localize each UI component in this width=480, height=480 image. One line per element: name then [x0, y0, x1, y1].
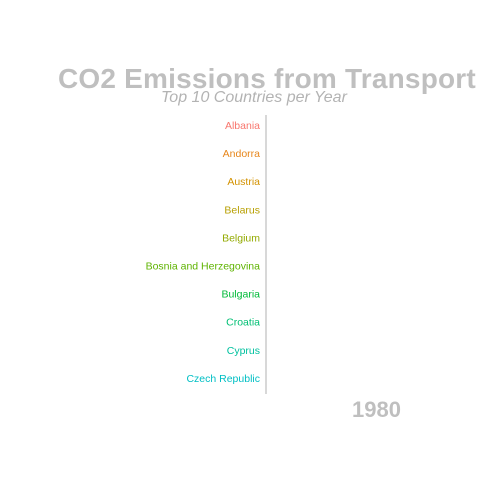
year-label: 1980 [352, 397, 401, 422]
category-label: Bosnia and Herzegovina [146, 261, 261, 273]
category-label: Croatia [226, 317, 260, 329]
category-label: Czech Republic [186, 373, 260, 385]
category-label: Belgium [222, 232, 260, 244]
category-label: Cyprus [227, 345, 260, 357]
category-label: Belarus [224, 204, 260, 216]
category-labels-group: Albania Andorra Austria Belarus Belgium Bosni… [146, 120, 261, 385]
category-label: Austria [227, 176, 260, 188]
chart-subtitle: Top 10 Countries per Year [161, 89, 347, 106]
category-label: Andorra [223, 148, 261, 160]
chart-title: CO2 Emissions from Transport [58, 63, 476, 94]
category-label: Bulgaria [221, 289, 260, 301]
category-label: Albania [225, 120, 260, 132]
